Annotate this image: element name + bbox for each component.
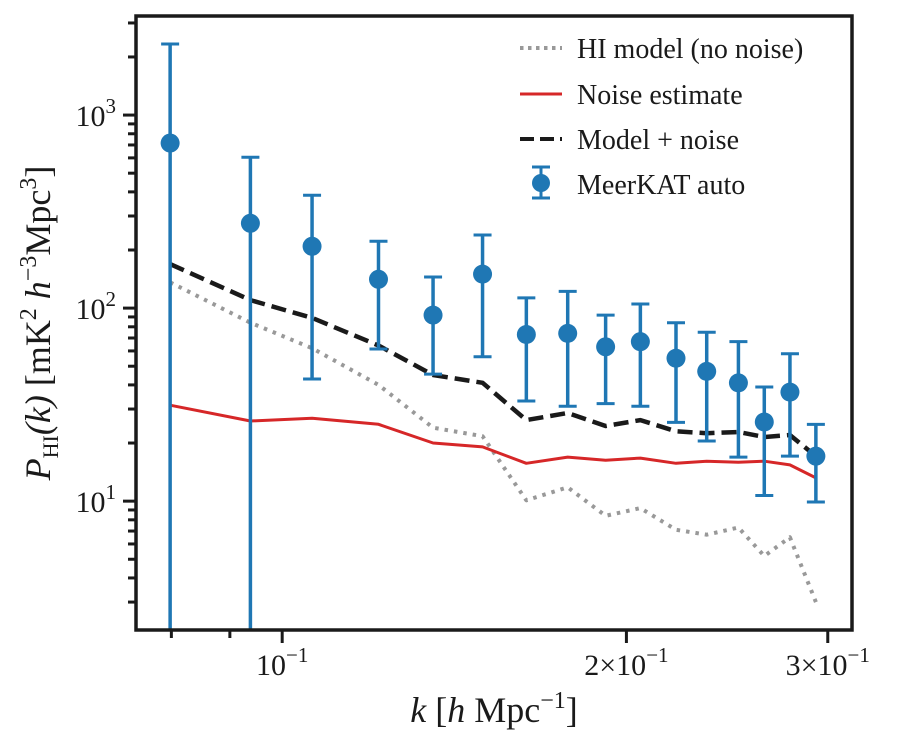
- data-marker: [302, 236, 322, 256]
- legend-label: Noise estimate: [577, 80, 743, 111]
- y-label-sub: HI: [38, 435, 63, 458]
- data-point: [780, 352, 800, 458]
- legend-label: HI model (no noise): [577, 34, 803, 65]
- series-line-dashed: [169, 262, 818, 458]
- data-marker: [558, 323, 578, 343]
- data-marker: [596, 337, 616, 357]
- data-point: [368, 239, 388, 351]
- y-axis-ticks: 101 102 103: [76, 21, 136, 604]
- legend-item-meerkat: MeerKAT auto: [532, 165, 745, 201]
- y-label-h: h: [18, 281, 58, 308]
- y-label-P: P: [18, 458, 58, 481]
- x-label-bracket: [: [426, 690, 447, 730]
- x-label-unit: Mpc: [465, 690, 540, 730]
- series-line-dotted: [169, 280, 818, 603]
- legend-label: MeerKAT auto: [577, 170, 745, 201]
- data-marker: [754, 412, 774, 432]
- data-point: [666, 321, 686, 424]
- legend-handle-marker: [532, 174, 550, 192]
- data-marker: [806, 446, 826, 466]
- data-marker: [160, 133, 180, 153]
- y-tick-label: 102: [76, 287, 117, 326]
- data-point: [596, 313, 616, 406]
- data-point: [473, 233, 493, 359]
- data-point: [754, 385, 774, 497]
- x-label-k: k: [410, 690, 427, 730]
- data-point: [697, 330, 717, 443]
- y-label-sup1: 2: [16, 308, 42, 320]
- y-label-sup3: 3: [16, 178, 42, 190]
- series-layer: [160, 42, 826, 630]
- y-label-k: (k): [18, 395, 58, 435]
- legend-label: Model + noise: [577, 125, 739, 156]
- data-point: [423, 275, 443, 376]
- y-tick-label: 103: [76, 94, 117, 133]
- data-point: [516, 296, 536, 403]
- data-point: [240, 155, 260, 630]
- x-tick-label: 10−1: [256, 643, 308, 682]
- y-label-unit-pre: [mK: [18, 320, 58, 395]
- data-marker: [780, 382, 800, 402]
- x-tick-label: 2×10−1: [584, 643, 668, 682]
- data-marker: [728, 373, 748, 393]
- x-label-close: ]: [566, 690, 578, 730]
- y-tick-label: 101: [76, 480, 117, 519]
- x-axis-label: k [h Mpc−1]: [410, 688, 578, 730]
- data-point: [806, 422, 826, 504]
- data-marker: [368, 269, 388, 289]
- y-axis-label: PHI(k) [mK2 h−3Mpc3]: [16, 166, 63, 482]
- x-label-sup: −1: [540, 688, 566, 714]
- data-marker: [697, 361, 717, 381]
- data-marker: [666, 348, 686, 368]
- legend-item-model-noise: Model + noise: [520, 125, 739, 156]
- data-marker: [423, 305, 443, 325]
- data-point: [630, 302, 650, 408]
- x-axis-ticks: 10−1 2×10−1 3×10−1: [169, 630, 870, 682]
- y-label-close: ]: [18, 166, 58, 178]
- data-marker: [630, 332, 650, 352]
- data-marker: [473, 264, 493, 284]
- y-label-unit-post: Mpc: [18, 190, 58, 256]
- legend-item-noise: Noise estimate: [520, 80, 743, 111]
- data-marker: [240, 213, 260, 233]
- series-line-solid: [169, 403, 817, 480]
- data-point: [728, 340, 748, 459]
- data-point: [558, 289, 578, 408]
- x-label-h: h: [447, 690, 465, 730]
- x-tick-label: 3×10−1: [786, 643, 870, 682]
- legend-item-hi-model: HI model (no noise): [520, 34, 803, 65]
- data-point: [302, 193, 322, 381]
- data-point: [160, 42, 180, 630]
- legend: HI model (no noise) Noise estimate Model…: [520, 34, 803, 201]
- y-label-sup2: −3: [16, 256, 42, 282]
- plot-frame: [134, 14, 854, 632]
- data-marker: [516, 324, 536, 344]
